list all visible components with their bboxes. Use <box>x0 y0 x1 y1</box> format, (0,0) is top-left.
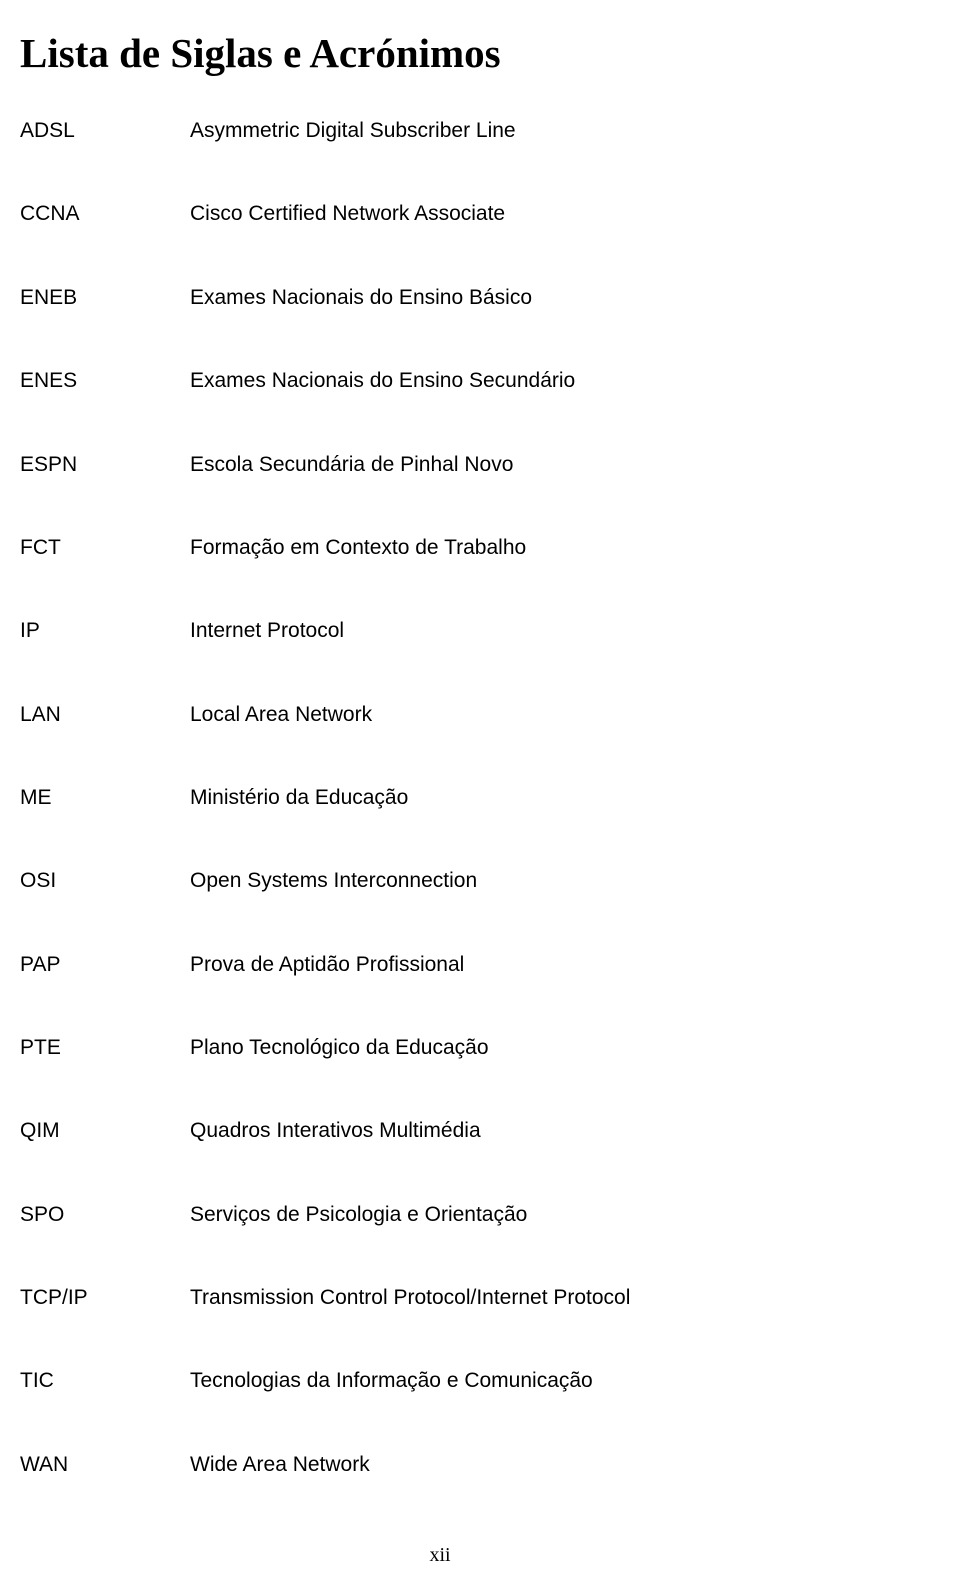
acronym-list: ADSL Asymmetric Digital Subscriber Line … <box>20 117 860 1479</box>
definition: Ministério da Educação <box>190 784 860 812</box>
list-item: TIC Tecnologias da Informação e Comunica… <box>20 1367 860 1395</box>
definition: Wide Area Network <box>190 1451 860 1479</box>
list-item: TCP/IP Transmission Control Protocol/Int… <box>20 1284 860 1312</box>
list-item: OSI Open Systems Interconnection <box>20 867 860 895</box>
definition: Exames Nacionais do Ensino Básico <box>190 284 860 312</box>
acronym: PAP <box>20 951 190 979</box>
list-item: SPO Serviços de Psicologia e Orientação <box>20 1201 860 1229</box>
definition: Local Area Network <box>190 701 860 729</box>
acronym: ADSL <box>20 117 190 145</box>
definition: Transmission Control Protocol/Internet P… <box>190 1284 860 1312</box>
acronym: QIM <box>20 1117 190 1145</box>
list-item: FCT Formação em Contexto de Trabalho <box>20 534 860 562</box>
definition: Quadros Interativos Multimédia <box>190 1117 860 1145</box>
page-number: xii <box>20 1534 860 1587</box>
list-item: PTE Plano Tecnológico da Educação <box>20 1034 860 1062</box>
acronym: OSI <box>20 867 190 895</box>
definition: Plano Tecnológico da Educação <box>190 1034 860 1062</box>
definition: Serviços de Psicologia e Orientação <box>190 1201 860 1229</box>
acronym: SPO <box>20 1201 190 1229</box>
list-item: ENES Exames Nacionais do Ensino Secundár… <box>20 367 860 395</box>
acronym: ME <box>20 784 190 812</box>
list-item: WAN Wide Area Network <box>20 1451 860 1479</box>
definition: Cisco Certified Network Associate <box>190 200 860 228</box>
definition: Asymmetric Digital Subscriber Line <box>190 117 860 145</box>
definition: Tecnologias da Informação e Comunicação <box>190 1367 860 1395</box>
acronym: ENEB <box>20 284 190 312</box>
list-item: QIM Quadros Interativos Multimédia <box>20 1117 860 1145</box>
definition: Internet Protocol <box>190 617 860 645</box>
acronym: PTE <box>20 1034 190 1062</box>
acronym: ENES <box>20 367 190 395</box>
list-item: PAP Prova de Aptidão Profissional <box>20 951 860 979</box>
list-item: ME Ministério da Educação <box>20 784 860 812</box>
list-item: IP Internet Protocol <box>20 617 860 645</box>
acronym: ESPN <box>20 451 190 479</box>
acronym: LAN <box>20 701 190 729</box>
list-item: ENEB Exames Nacionais do Ensino Básico <box>20 284 860 312</box>
list-item: ADSL Asymmetric Digital Subscriber Line <box>20 117 860 145</box>
acronym: TIC <box>20 1367 190 1395</box>
list-item: ESPN Escola Secundária de Pinhal Novo <box>20 451 860 479</box>
definition: Open Systems Interconnection <box>190 867 860 895</box>
page-title: Lista de Siglas e Acrónimos <box>20 30 860 77</box>
definition: Escola Secundária de Pinhal Novo <box>190 451 860 479</box>
list-item: LAN Local Area Network <box>20 701 860 729</box>
definition: Formação em Contexto de Trabalho <box>190 534 860 562</box>
acronym: WAN <box>20 1451 190 1479</box>
definition: Prova de Aptidão Profissional <box>190 951 860 979</box>
list-item: CCNA Cisco Certified Network Associate <box>20 200 860 228</box>
page: Lista de Siglas e Acrónimos ADSL Asymmet… <box>0 0 960 1587</box>
acronym: IP <box>20 617 190 645</box>
acronym: FCT <box>20 534 190 562</box>
acronym: TCP/IP <box>20 1284 190 1312</box>
definition: Exames Nacionais do Ensino Secundário <box>190 367 860 395</box>
acronym: CCNA <box>20 200 190 228</box>
